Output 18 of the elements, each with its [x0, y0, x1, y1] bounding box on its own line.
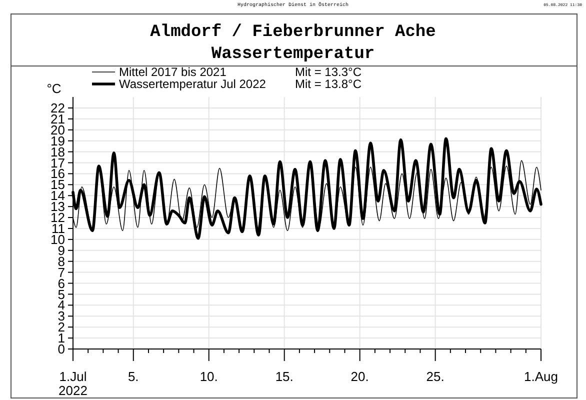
- text: Mit = 13.3°C: [295, 65, 362, 79]
- text: Mit = 13.8°C: [295, 77, 362, 91]
- y-tick-label: 0: [58, 342, 65, 357]
- x-tick-label: 10.: [200, 369, 218, 384]
- y-axis-title: °C: [46, 81, 62, 96]
- legend-label: Mittel 2017 bis 2021: [119, 65, 227, 79]
- chart-title: Almdorf / Fieberbrunner Ache Wassertemperatur: [150, 23, 436, 64]
- legend-label: Wassertemperatur Jul 2022: [119, 77, 266, 91]
- x-tick-label: 5.: [128, 369, 139, 384]
- y-tick-label: 10: [50, 232, 65, 247]
- y-tick-label: 12: [50, 210, 65, 226]
- x-tick-label: 20.: [350, 369, 369, 384]
- x-tick-label: 1.Jul 2022: [58, 369, 88, 398]
- x-tick-label: 25.: [426, 369, 444, 384]
- y-tick-label: 6: [58, 276, 65, 291]
- x-tick-label: 15.: [275, 369, 294, 384]
- y-tick-label: 2: [58, 320, 65, 335]
- x-tick-label: 1.Aug: [524, 369, 558, 384]
